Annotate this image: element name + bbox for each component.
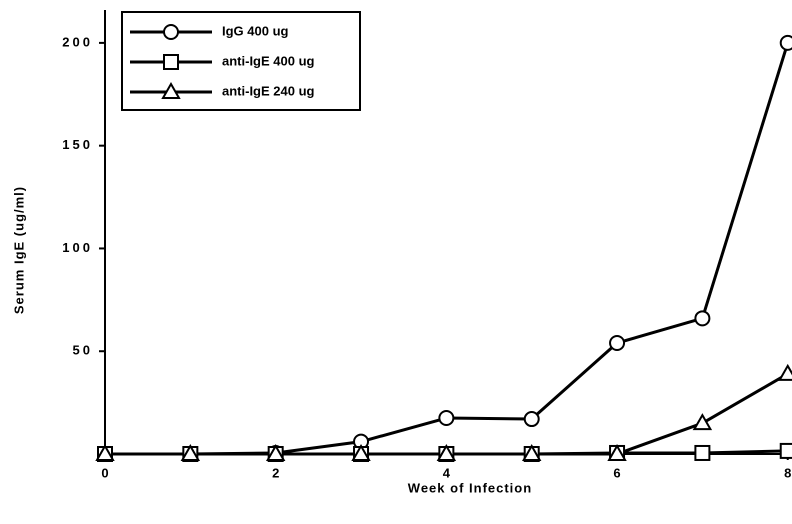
marker	[436, 443, 457, 461]
y-tick-label: 200	[62, 34, 93, 49]
marker	[521, 443, 542, 461]
legend-label: anti-IgE 400 ug	[222, 53, 315, 68]
x-tick-label: 6	[613, 465, 620, 480]
legend-label: IgG 400 ug	[222, 23, 289, 38]
y-tick-label: 50	[73, 343, 93, 358]
marker	[523, 411, 540, 428]
marker	[779, 442, 792, 459]
marker	[95, 443, 115, 461]
marker	[163, 24, 179, 40]
marker	[692, 413, 713, 431]
marker	[161, 81, 181, 99]
y-tick-label: 100	[62, 240, 93, 255]
marker	[607, 443, 627, 461]
marker	[779, 34, 792, 51]
marker	[180, 443, 201, 461]
x-tick-label: 2	[272, 465, 279, 480]
marker	[694, 444, 711, 461]
x-tick-label: 0	[101, 465, 108, 480]
y-tick-label: 150	[62, 137, 93, 152]
marker	[265, 443, 286, 461]
marker	[778, 363, 792, 381]
marker	[694, 310, 711, 327]
marker	[351, 443, 371, 461]
y-axis-label: Serum IgE (ug/ml)	[11, 186, 26, 314]
x-axis-label: Week of Infection	[408, 480, 532, 495]
legend-label: anti-IgE 240 ug	[222, 83, 315, 98]
marker	[163, 54, 179, 70]
x-tick-label: 8	[784, 465, 791, 480]
marker	[609, 335, 626, 351]
marker	[438, 410, 455, 427]
x-tick-label: 4	[443, 465, 451, 480]
